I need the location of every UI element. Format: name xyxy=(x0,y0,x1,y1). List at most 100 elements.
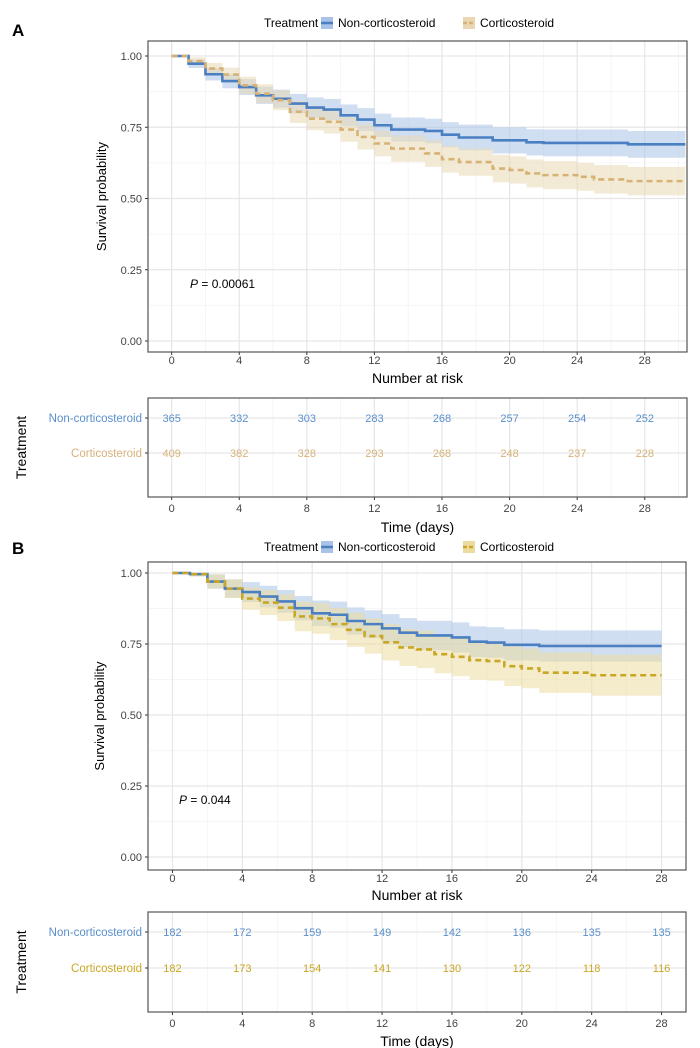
risk-x-tick-label: 20 xyxy=(503,503,515,515)
risk-table: Number at risk 0 4 8 12 16 20 24 28 Non-corticost… xyxy=(13,887,687,1048)
y-tick-label: 0.00 xyxy=(121,336,142,348)
legend-title: Treatment xyxy=(264,16,319,30)
risk-x-tick-label: 28 xyxy=(655,1018,667,1030)
risk-count: 254 xyxy=(568,413,586,425)
risk-x-tick-label: 16 xyxy=(446,1018,458,1030)
x-tick-label: 28 xyxy=(639,355,651,367)
risk-x-tick-label: 20 xyxy=(516,1018,528,1030)
risk-x-axis-label: Time (days) xyxy=(381,519,454,535)
legend-label: Non-corticosteroid xyxy=(338,540,435,554)
p-value-text: = 0.00061 xyxy=(198,277,255,291)
risk-count: 135 xyxy=(652,927,670,939)
legend-title: Treatment xyxy=(264,540,319,554)
y-tick-label: 0.00 xyxy=(121,852,142,864)
risk-y-axis-label: Treatment xyxy=(13,930,29,993)
risk-count: 332 xyxy=(230,413,248,425)
risk-x-tick-label: 8 xyxy=(304,503,310,515)
panel-a: A Treatment Non-corticosteroid Corticostero… xyxy=(12,16,688,535)
x-tick-label: 24 xyxy=(571,355,583,367)
risk-count: 237 xyxy=(568,448,586,460)
legend-key-non-corticosteroid xyxy=(321,541,333,553)
risk-count: 268 xyxy=(433,413,451,425)
y-tick-label: 0.75 xyxy=(121,122,142,134)
legend-label: Non-corticosteroid xyxy=(338,16,435,30)
risk-count: 154 xyxy=(303,963,321,975)
x-tick-label: 0 xyxy=(169,355,175,367)
legend-key-non-corticosteroid xyxy=(321,17,333,29)
p-value-symbol: P xyxy=(179,793,187,807)
risk-count: 248 xyxy=(500,448,518,460)
x-tick-label: 20 xyxy=(516,873,528,885)
risk-x-tick-label: 4 xyxy=(236,503,242,515)
risk-count: 365 xyxy=(162,413,180,425)
risk-count: 382 xyxy=(230,448,248,460)
x-tick-label: 28 xyxy=(655,873,667,885)
risk-x-tick-label: 16 xyxy=(436,503,448,515)
legend-key-corticosteroid xyxy=(463,541,475,553)
risk-count: 283 xyxy=(365,413,383,425)
risk-x-tick-label: 8 xyxy=(309,1018,315,1030)
risk-table-title: Number at risk xyxy=(372,370,464,386)
y-tick-label: 0.50 xyxy=(121,194,142,206)
risk-count: 130 xyxy=(443,963,461,975)
survival-curve-non-corticosteroid xyxy=(172,571,662,648)
survival-curve-corticosteroid xyxy=(171,54,686,183)
risk-count: 293 xyxy=(365,448,383,460)
legend-key-corticosteroid xyxy=(463,17,475,29)
risk-table-border xyxy=(147,911,687,1013)
x-tick-label: 12 xyxy=(368,355,380,367)
x-tick-label: 4 xyxy=(236,355,242,367)
survival-plot: 0.00 0.25 0.50 0.75 1.00 0 4 8 12 16 20 24 28 P = 0.0… xyxy=(92,561,687,885)
x-tick-label: 0 xyxy=(169,873,175,885)
panel-b: B Treatment Non-corticosteroid Corticostero… xyxy=(12,539,687,1048)
survival-curve-non-corticosteroid xyxy=(171,54,686,146)
panel-label: B xyxy=(12,539,24,558)
risk-count: 116 xyxy=(653,963,671,975)
y-tick-label: 1.00 xyxy=(121,51,142,63)
x-tick-label: 24 xyxy=(586,873,598,885)
x-tick-label: 8 xyxy=(304,355,310,367)
risk-count: 409 xyxy=(162,448,180,460)
x-tick-label: 20 xyxy=(503,355,515,367)
x-tick-label: 8 xyxy=(309,873,315,885)
legend-label: Corticosteroid xyxy=(480,540,554,554)
survival-plot: 0.00 0.25 0.50 0.75 1.00 0 4 8 12 16 20 24 28 P = 0.0… xyxy=(94,40,688,367)
risk-x-tick-label: 24 xyxy=(586,1018,598,1030)
risk-y-axis-label: Treatment xyxy=(13,416,29,479)
risk-x-tick-label: 24 xyxy=(571,503,583,515)
risk-table: Number at risk 0 4 8 12 16 20 24 28 Non-corticost… xyxy=(13,370,688,535)
risk-row-label: Corticosteroid xyxy=(71,963,142,975)
risk-count: 149 xyxy=(373,927,391,939)
y-tick-label: 0.50 xyxy=(121,710,142,722)
survival-curve-corticosteroid xyxy=(172,571,662,677)
panel-label: A xyxy=(12,21,24,40)
risk-x-tick-label: 12 xyxy=(368,503,380,515)
risk-count: 303 xyxy=(298,413,316,425)
y-tick-label: 0.25 xyxy=(121,781,142,793)
confidence-band-non-corticosteroid xyxy=(171,56,686,158)
x-tick-label: 12 xyxy=(376,873,388,885)
risk-row-label: Non-corticosteroid xyxy=(49,927,142,939)
risk-count: 142 xyxy=(443,927,461,939)
legend: Treatment Non-corticosteroid Corticosteroi… xyxy=(264,16,554,30)
risk-table-border xyxy=(147,397,688,498)
y-tick-label: 1.00 xyxy=(121,568,142,580)
y-tick-label: 0.25 xyxy=(121,265,142,277)
x-tick-label: 16 xyxy=(446,873,458,885)
p-value-text: = 0.044 xyxy=(187,793,231,807)
x-tick-label: 16 xyxy=(436,355,448,367)
risk-x-tick-label: 0 xyxy=(169,1018,175,1030)
risk-table-title: Number at risk xyxy=(371,887,463,903)
risk-count: 228 xyxy=(636,448,654,460)
x-tick-label: 4 xyxy=(239,873,245,885)
risk-row-label: Corticosteroid xyxy=(71,448,142,460)
risk-count: 118 xyxy=(583,963,601,975)
risk-count: 135 xyxy=(582,927,600,939)
risk-x-tick-label: 4 xyxy=(239,1018,245,1030)
risk-row-label: Non-corticosteroid xyxy=(49,413,142,425)
risk-count: 141 xyxy=(373,963,391,975)
risk-count: 328 xyxy=(298,448,316,460)
risk-count: 172 xyxy=(233,927,251,939)
plot-background xyxy=(148,41,687,352)
